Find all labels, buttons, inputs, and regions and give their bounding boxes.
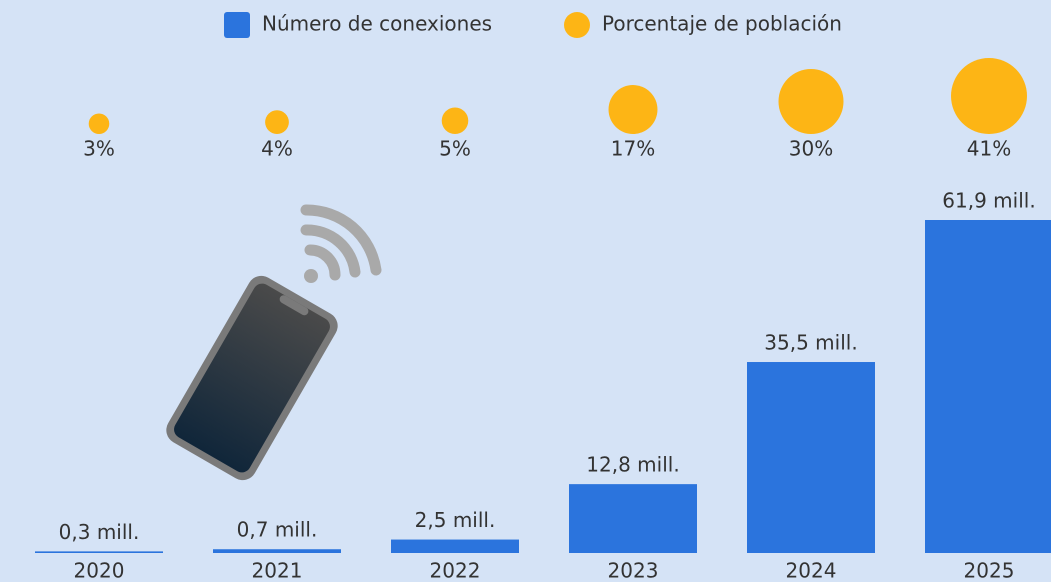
bar <box>213 549 341 553</box>
bubble-value-label: 17% <box>611 137 655 161</box>
bubble-value-label: 4% <box>261 137 293 161</box>
bubble <box>951 58 1027 134</box>
x-tick-label: 2022 <box>430 559 481 582</box>
bubble-value-label: 3% <box>83 137 115 161</box>
bar-value-label: 35,5 mill. <box>764 331 857 355</box>
legend-swatch <box>224 12 250 38</box>
bar-value-label: 0,7 mill. <box>237 518 318 542</box>
bubble-value-label: 30% <box>789 137 833 161</box>
x-tick-label: 2024 <box>786 559 837 582</box>
bubble <box>608 85 658 134</box>
bar <box>35 551 163 553</box>
bar-value-label: 0,3 mill. <box>59 520 140 544</box>
bar <box>925 220 1051 553</box>
bar <box>747 362 875 553</box>
legend-swatch <box>564 12 590 38</box>
bar <box>569 484 697 553</box>
bubble <box>88 113 110 134</box>
bubble-value-label: 5% <box>439 137 471 161</box>
legend-label: Porcentaje de población <box>602 12 842 36</box>
bubble-value-label: 41% <box>967 137 1011 161</box>
x-tick-label: 2021 <box>252 559 303 582</box>
phone-illustration <box>166 204 382 481</box>
bubble <box>778 68 844 134</box>
legend-label: Número de conexiones <box>262 12 492 36</box>
bubble <box>441 107 469 134</box>
bar-value-label: 12,8 mill. <box>586 453 679 477</box>
x-tick-label: 2025 <box>964 559 1015 582</box>
bubble <box>265 110 289 134</box>
x-tick-label: 2023 <box>608 559 659 582</box>
bar-value-label: 2,5 mill. <box>415 508 496 532</box>
x-tick-label: 2020 <box>74 559 125 582</box>
bar <box>391 539 519 553</box>
bar-value-label: 61,9 mill. <box>942 189 1035 213</box>
